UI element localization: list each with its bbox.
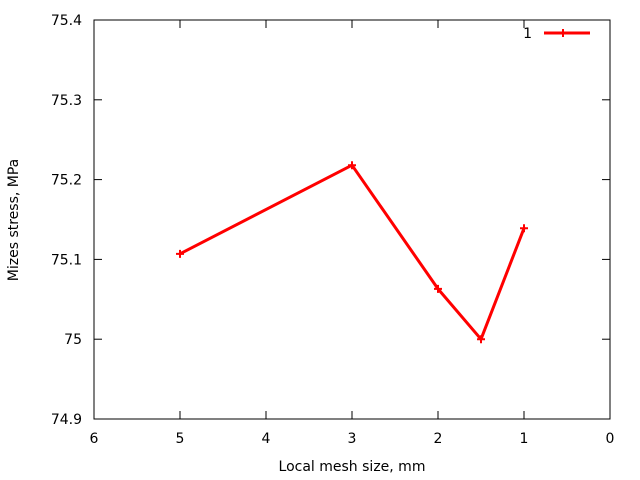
data-point <box>520 224 528 233</box>
y-tick-label: 75.2 <box>51 173 82 189</box>
data-point <box>434 284 442 293</box>
y-tick-label: 75 <box>64 332 82 348</box>
x-tick-label: 1 <box>520 431 529 447</box>
series-layer <box>176 161 528 344</box>
x-tick-label: 4 <box>262 431 271 447</box>
legend-marker <box>559 29 567 37</box>
x-tick-label: 3 <box>348 431 357 447</box>
x-tick-label: 2 <box>434 431 443 447</box>
series-line <box>178 163 526 341</box>
x-tick-label: 6 <box>90 431 99 447</box>
y-tick-label: 75.1 <box>51 252 82 268</box>
y-tick-label: 75.3 <box>51 93 82 109</box>
x-tick-label: 5 <box>176 431 185 447</box>
data-point <box>348 161 356 170</box>
y-tick-label: 74.9 <box>51 412 82 428</box>
plot-frame <box>93 19 611 420</box>
data-point <box>176 249 184 258</box>
data-point <box>477 335 485 344</box>
y-axis-ticks: 74.9 75 75.1 75.2 75.3 75.4 <box>51 13 610 428</box>
legend-label: 1 <box>523 26 532 42</box>
x-axis-label: Local mesh size, mm <box>279 459 426 475</box>
y-axis-label: Mizes stress, MPa <box>6 159 22 281</box>
legend: 1 <box>523 26 590 42</box>
y-tick-label: 75.4 <box>51 13 82 29</box>
x-tick-label: 0 <box>606 431 615 447</box>
x-axis-ticks: 6 5 4 3 2 1 0 <box>90 20 615 447</box>
